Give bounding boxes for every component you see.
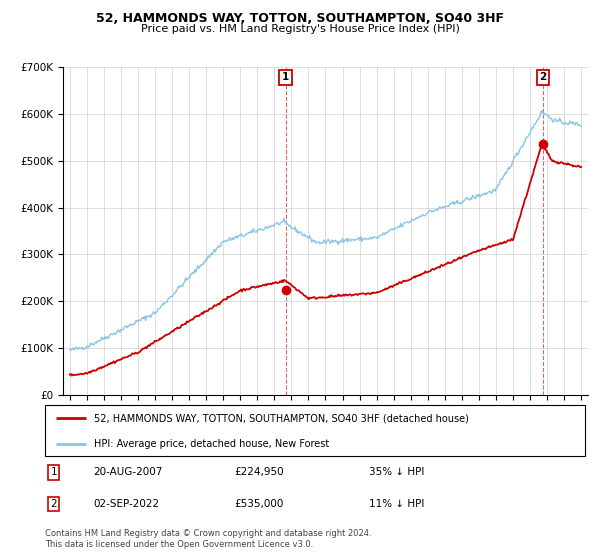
Text: 20-AUG-2007: 20-AUG-2007: [94, 468, 163, 478]
Text: 52, HAMMONDS WAY, TOTTON, SOUTHAMPTON, SO40 3HF (detached house): 52, HAMMONDS WAY, TOTTON, SOUTHAMPTON, S…: [94, 413, 469, 423]
Text: Price paid vs. HM Land Registry's House Price Index (HPI): Price paid vs. HM Land Registry's House …: [140, 24, 460, 34]
Text: Contains HM Land Registry data © Crown copyright and database right 2024.
This d: Contains HM Land Registry data © Crown c…: [45, 529, 371, 549]
Text: 52, HAMMONDS WAY, TOTTON, SOUTHAMPTON, SO40 3HF: 52, HAMMONDS WAY, TOTTON, SOUTHAMPTON, S…: [96, 12, 504, 25]
Text: 2: 2: [50, 499, 57, 509]
Text: 11% ↓ HPI: 11% ↓ HPI: [369, 499, 424, 509]
FancyBboxPatch shape: [45, 405, 585, 456]
Text: 35% ↓ HPI: 35% ↓ HPI: [369, 468, 424, 478]
Text: £535,000: £535,000: [234, 499, 283, 509]
Text: 02-SEP-2022: 02-SEP-2022: [94, 499, 160, 509]
Text: 2: 2: [539, 72, 547, 82]
Text: 1: 1: [282, 72, 289, 82]
Text: £224,950: £224,950: [234, 468, 284, 478]
Text: 1: 1: [50, 468, 57, 478]
Text: HPI: Average price, detached house, New Forest: HPI: Average price, detached house, New …: [94, 439, 329, 449]
